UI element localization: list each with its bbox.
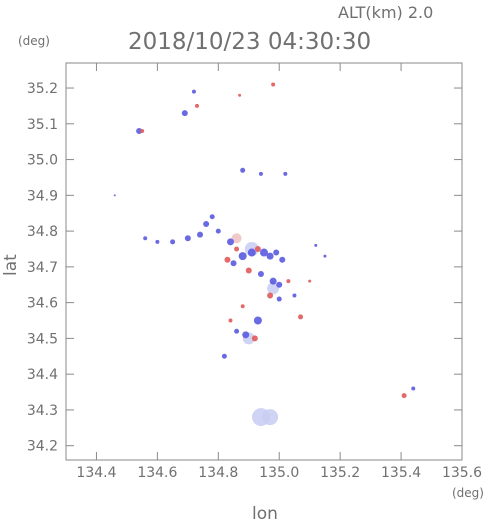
y-tick-label: 35.0 <box>27 153 58 169</box>
timestamp-title: 2018/10/23 04:30:30 <box>128 29 371 55</box>
echo-point <box>292 293 297 298</box>
echo-point <box>234 328 240 334</box>
x-axis-label: lon <box>252 504 278 521</box>
echo-point <box>238 252 247 261</box>
plot-area: 134.4 134.6 134.8 135.0 135.2 135.4 135.6 35.2 3… <box>27 62 482 481</box>
x-tick-label: 134.6 <box>137 465 177 481</box>
echo-point <box>191 89 196 94</box>
y-tick-label: 34.8 <box>27 224 58 240</box>
plot-frame <box>65 62 463 461</box>
axis-tick-labels: 134.4 134.6 134.8 135.0 135.2 135.4 135.6 35.2 3… <box>27 81 482 481</box>
echo-point <box>170 239 176 245</box>
y-axis-label: lat <box>1 254 21 276</box>
echo-point <box>283 171 288 176</box>
y-tick-label: 34.4 <box>27 367 58 383</box>
echo-point <box>276 281 283 288</box>
echo-point <box>221 353 227 359</box>
y-tick-label: 34.9 <box>27 188 58 204</box>
echo-point <box>401 393 407 399</box>
y-unit-label: (deg) <box>18 34 50 48</box>
echo-point <box>260 248 268 257</box>
echo-point <box>140 128 145 133</box>
echo-point <box>238 93 242 97</box>
echo-point <box>254 245 261 252</box>
echo-point <box>155 239 160 244</box>
echo-point <box>231 233 242 244</box>
echo-point <box>267 292 274 299</box>
echo-point <box>269 277 277 285</box>
y-tick-label: 35.2 <box>27 81 58 97</box>
echo-point <box>251 335 258 342</box>
echo-point <box>240 167 246 173</box>
x-tick-label: 135.6 <box>442 465 482 481</box>
echo-point <box>271 82 276 87</box>
y-tick-label: 34.2 <box>27 439 58 455</box>
x-tick-label: 134.4 <box>76 465 116 481</box>
echo-point <box>247 248 256 257</box>
y-tick-label: 34.6 <box>27 296 58 312</box>
echo-point <box>197 231 204 238</box>
echo-marks <box>113 82 416 427</box>
altitude-label: ALT(km) 2.0 <box>338 3 433 22</box>
echo-point <box>194 103 199 108</box>
x-unit-label: (deg) <box>452 486 484 500</box>
echo-point <box>184 235 191 242</box>
x-tick-label: 135.2 <box>320 465 360 481</box>
echo-point <box>286 279 291 284</box>
echo-point <box>143 236 148 241</box>
y-tick-label: 34.5 <box>27 331 58 347</box>
y-tick-label: 34.3 <box>27 403 58 419</box>
echo-point <box>262 409 279 426</box>
axis-ticks <box>66 63 463 460</box>
echo-point <box>298 314 304 320</box>
echo-point <box>411 386 416 391</box>
echo-point <box>224 256 231 263</box>
echo-point <box>267 282 280 295</box>
echo-point <box>245 267 252 274</box>
echo-point <box>113 194 116 197</box>
x-tick-label: 135.0 <box>259 465 299 481</box>
echo-point <box>266 252 274 260</box>
echo-point <box>228 318 233 323</box>
echo-point <box>230 260 237 267</box>
echo-point <box>240 304 245 309</box>
echo-point <box>276 296 282 302</box>
echo-point <box>253 316 262 325</box>
echo-point <box>181 110 188 117</box>
echo-point <box>308 279 312 283</box>
echo-point <box>273 249 280 256</box>
y-tick-label: 34.7 <box>27 260 58 276</box>
echo-point <box>257 271 264 278</box>
echo-point <box>314 243 318 247</box>
echo-point <box>136 127 143 134</box>
echo-point <box>242 331 250 339</box>
echo-point <box>215 228 221 234</box>
echo-point <box>279 256 286 263</box>
y-tick-label: 35.1 <box>27 117 58 133</box>
echo-point <box>258 171 263 176</box>
x-tick-label: 134.8 <box>198 465 238 481</box>
echo-point <box>226 238 234 246</box>
echo-point <box>234 246 240 252</box>
echo-point <box>203 220 210 227</box>
echo-point <box>323 254 327 258</box>
echo-point <box>209 214 215 220</box>
x-tick-label: 135.4 <box>381 465 421 481</box>
